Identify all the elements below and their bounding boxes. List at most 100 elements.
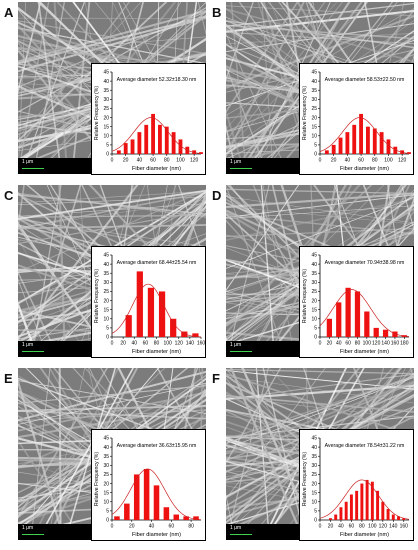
histogram-bar bbox=[170, 318, 177, 337]
y-tick-label: 15 bbox=[103, 490, 109, 496]
histogram-bar bbox=[143, 468, 150, 520]
y-tick-label: 40 bbox=[103, 79, 109, 85]
histogram-bar bbox=[326, 318, 332, 337]
y-tick-label: 40 bbox=[103, 445, 109, 451]
y-tick-label: 10 bbox=[103, 316, 109, 322]
scale-label: 1 μm bbox=[22, 525, 34, 531]
y-tick-label: 15 bbox=[311, 124, 317, 130]
histogram-bar bbox=[181, 331, 188, 337]
y-tick-label: 5 bbox=[314, 509, 317, 515]
scale-bar bbox=[230, 534, 252, 535]
panel-b: 1 μmEHT = 10.00 kVWD = 6.6 mmBAverage di… bbox=[212, 2, 414, 176]
y-tick-label: 5 bbox=[314, 326, 317, 332]
gaussian-fit-line bbox=[319, 479, 410, 520]
histogram-bar bbox=[334, 514, 338, 520]
y-tick-label: 25 bbox=[103, 472, 109, 478]
histogram-bar bbox=[393, 146, 398, 154]
histogram-bar bbox=[355, 490, 359, 520]
y-tick-label: 45 bbox=[311, 436, 317, 442]
y-tick-label: 20 bbox=[311, 481, 317, 487]
x-tick-label: 80 bbox=[372, 158, 378, 164]
histogram-bar bbox=[163, 507, 170, 520]
x-tick-label: 40 bbox=[137, 158, 143, 164]
x-tick-label: 40 bbox=[338, 524, 344, 530]
histogram-bar bbox=[354, 291, 361, 337]
x-tick-label: 80 bbox=[188, 524, 194, 530]
y-tick-label: 30 bbox=[311, 280, 317, 286]
x-tick-label: 100 bbox=[368, 524, 377, 530]
panel-f: 1 μmEHT = 10.00 kVWD = 7.5 mmFAverage di… bbox=[212, 368, 414, 542]
y-tick-label: 30 bbox=[103, 463, 109, 469]
gaussian-fit-line bbox=[111, 468, 202, 521]
x-tick-label: 60 bbox=[169, 524, 175, 530]
x-tick-label: 20 bbox=[328, 524, 334, 530]
y-tick-label: 45 bbox=[103, 70, 109, 76]
x-tick-label: 20 bbox=[129, 524, 135, 530]
y-tick-label: 35 bbox=[311, 88, 317, 94]
histogram-bar bbox=[359, 113, 363, 154]
histogram-bar bbox=[339, 507, 343, 520]
axis-lines bbox=[319, 72, 409, 155]
y-tick-label: 45 bbox=[311, 253, 317, 259]
y-tick-label: 10 bbox=[311, 133, 317, 139]
histogram-bar bbox=[392, 331, 398, 337]
x-axis-label: Fiber diameter (nm) bbox=[340, 166, 389, 172]
x-tick-label: 140 bbox=[186, 341, 195, 347]
x-tick-label: 20 bbox=[120, 341, 126, 347]
histogram-bar bbox=[379, 132, 384, 154]
y-axis-label: Relative Frequency (%) bbox=[302, 269, 308, 323]
histogram-bar bbox=[164, 126, 169, 154]
histogram-bar bbox=[382, 329, 389, 337]
y-axis-label: Relative Frequency (%) bbox=[302, 452, 308, 506]
histogram-bar bbox=[324, 150, 329, 154]
histogram-bar bbox=[136, 271, 143, 337]
x-tick-label: 60 bbox=[150, 158, 156, 164]
panel-label: A bbox=[4, 5, 14, 20]
histogram-bar bbox=[386, 139, 391, 154]
panel-e: 1 μmEHT = 10.00 kVWD = 6.6 mmEAverage di… bbox=[4, 368, 206, 542]
x-tick-label: 0 bbox=[111, 524, 114, 530]
histogram-bar bbox=[153, 485, 160, 520]
x-tick-label: 120 bbox=[190, 158, 199, 164]
histogram-bar bbox=[402, 518, 406, 520]
y-tick-label: 45 bbox=[103, 253, 109, 259]
scale-bar bbox=[22, 534, 44, 535]
x-tick-label: 60 bbox=[345, 341, 351, 347]
axis-lines bbox=[111, 255, 201, 338]
x-tick-label: 80 bbox=[154, 341, 160, 347]
histogram-inset: Average diameter 58.53±22.50 nm 0 5 10 15 20 2… bbox=[299, 63, 414, 175]
y-tick-label: 0 bbox=[106, 518, 109, 524]
x-axis-label: Fiber diameter (nm) bbox=[340, 349, 389, 355]
histogram-bar bbox=[386, 509, 390, 520]
y-tick-label: 25 bbox=[311, 472, 317, 478]
x-tick-label: 160 bbox=[400, 524, 409, 530]
scale-label: 1 μm bbox=[22, 342, 34, 348]
y-tick-label: 25 bbox=[311, 106, 317, 112]
histogram-bar bbox=[352, 124, 357, 154]
histogram-bar bbox=[199, 152, 203, 154]
histogram-bar bbox=[336, 302, 342, 337]
histogram-bar bbox=[178, 139, 183, 154]
histogram-bar bbox=[345, 287, 351, 337]
histogram-bar bbox=[349, 494, 353, 520]
y-tick-label: 35 bbox=[103, 88, 109, 94]
histogram-bar bbox=[116, 150, 121, 154]
histogram-inset: Average diameter 70.94±38.98 nm 0 5 10 15 20 2… bbox=[299, 246, 414, 358]
x-tick-label: 60 bbox=[349, 524, 355, 530]
y-tick-label: 40 bbox=[311, 262, 317, 268]
x-tick-label: 120 bbox=[398, 158, 407, 164]
y-tick-label: 15 bbox=[311, 490, 317, 496]
x-axis-label: Fiber diameter (nm) bbox=[132, 166, 181, 172]
y-tick-label: 5 bbox=[314, 143, 317, 149]
y-tick-label: 40 bbox=[311, 79, 317, 85]
histogram-bar bbox=[147, 287, 155, 337]
x-tick-label: 160 bbox=[197, 341, 205, 347]
histogram-bar bbox=[124, 503, 130, 520]
histogram-inset: Average diameter 36.63±15.95 nm 0 5 10 15 20 2… bbox=[91, 429, 206, 541]
panel-a: 1 μmEHT = 10.00 kVWD = 6.6 mmAAverage di… bbox=[4, 2, 206, 176]
panel-label: D bbox=[212, 188, 222, 203]
y-tick-label: 40 bbox=[103, 262, 109, 268]
histogram-bar bbox=[376, 490, 380, 520]
histogram-bar bbox=[391, 514, 395, 520]
histogram-bar bbox=[125, 315, 132, 337]
